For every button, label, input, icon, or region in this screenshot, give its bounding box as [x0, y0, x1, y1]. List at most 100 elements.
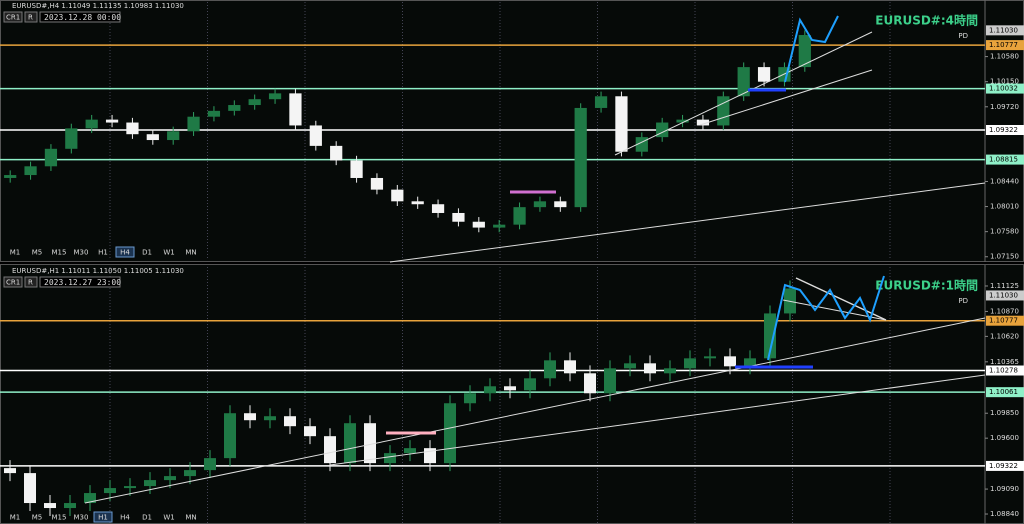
candle-body	[524, 378, 536, 391]
candle-body	[704, 356, 716, 359]
button[interactable]	[3, 11, 23, 23]
current-price-box	[986, 25, 1024, 36]
candle-body	[744, 358, 756, 367]
candle-body	[764, 313, 776, 359]
candle-body	[289, 93, 302, 126]
candle-body	[44, 503, 56, 509]
annotations	[84, 15, 986, 504]
level-box	[986, 154, 1024, 165]
candle-body	[207, 110, 221, 117]
candle-body	[228, 105, 241, 111]
candle-body	[798, 35, 811, 68]
candle-body	[187, 116, 200, 132]
candle-body	[324, 436, 336, 464]
candle-body	[384, 453, 396, 464]
candle-body	[444, 403, 456, 464]
timeframe-label: M15	[52, 514, 67, 522]
candle-body	[615, 96, 628, 152]
candle-body	[644, 363, 656, 374]
timeframe-button[interactable]	[93, 511, 113, 523]
timeframe-label: M30	[74, 514, 89, 522]
candle-body	[124, 486, 136, 489]
candle-body	[364, 423, 376, 464]
candle-body	[44, 148, 58, 167]
candle-body	[411, 201, 424, 205]
candle-body	[126, 122, 139, 135]
timeframe-label: H4	[120, 514, 130, 522]
candle-body	[624, 363, 636, 369]
candle-body	[350, 160, 363, 178]
forecast-arrow	[767, 275, 885, 361]
chart-sublabel: PD	[958, 297, 968, 305]
button[interactable]	[24, 11, 38, 23]
button[interactable]	[3, 276, 23, 288]
level-box	[986, 83, 1024, 94]
candle-body	[204, 458, 216, 471]
candle-body	[344, 423, 356, 464]
candle-body	[330, 145, 343, 161]
candle-body	[533, 201, 547, 208]
candle-body	[452, 212, 465, 222]
timeframe-label: M15	[52, 249, 67, 257]
timeframe-label: M1	[10, 249, 21, 257]
candle-body	[65, 128, 78, 149]
y-tick-label: 1.09720	[990, 103, 1019, 111]
candle-body	[84, 493, 96, 504]
candle-body	[493, 224, 506, 228]
level-label: 1.10777	[989, 317, 1018, 325]
candle-body	[604, 368, 616, 394]
chart-header: EURUSD#,H4 1.11049 1.11135 1.10983 1.110…	[12, 2, 184, 10]
time-label: 2023.12.28 00:00	[44, 13, 121, 22]
y-tick-label: 1.10870	[990, 307, 1019, 315]
candle-body	[554, 201, 567, 208]
timeframe-label: H1	[98, 514, 108, 522]
timeframe-label: M5	[32, 249, 43, 257]
level-box	[986, 365, 1024, 376]
y-tick-label: 1.07580	[990, 228, 1019, 236]
time-label: 2023.12.27 23:00	[44, 278, 121, 287]
level-box	[986, 40, 1024, 51]
button-label: CR1	[6, 14, 20, 22]
level-box	[986, 387, 1024, 398]
button-label: R	[28, 14, 33, 22]
candle-body	[309, 125, 322, 146]
timeframe-label: D1	[142, 249, 152, 257]
y-tick-label: 1.07150	[990, 253, 1019, 261]
candle-body	[184, 470, 196, 477]
y-tick-label: 1.09850	[990, 409, 1019, 417]
level-label: 1.08815	[989, 156, 1018, 164]
y-tick-label: 1.09090	[990, 485, 1019, 493]
timeframe-button[interactable]	[115, 246, 135, 258]
button[interactable]	[24, 276, 38, 288]
chart-header: EURUSD#,H1 1.11011 1.11050 1.11005 1.110…	[12, 267, 184, 275]
candle-body	[64, 503, 76, 509]
candle-body	[737, 67, 750, 97]
candle-body	[594, 96, 608, 108]
level-label: 1.09322	[989, 462, 1018, 470]
candle-body	[574, 107, 587, 208]
forecast-arrow	[784, 15, 839, 83]
chart-sublabel: PD	[958, 32, 968, 40]
timeframe-label: M5	[32, 514, 43, 522]
timeframe-label: W1	[163, 249, 174, 257]
y-tick-label: 1.10365	[990, 358, 1019, 366]
y-tick-label: 1.09600	[990, 434, 1019, 442]
candle-body	[268, 93, 282, 100]
button-label: CR1	[6, 279, 20, 287]
level-label: 1.10061	[989, 388, 1018, 396]
trend-line	[795, 277, 887, 321]
candle-body	[284, 416, 296, 427]
trend-line	[329, 374, 986, 466]
candle-body	[724, 356, 736, 367]
candle-body	[684, 358, 696, 369]
time-box	[39, 276, 121, 288]
candle-body	[544, 360, 556, 379]
candle-body	[24, 166, 37, 176]
candle-body	[564, 360, 576, 374]
candle-body	[304, 426, 316, 437]
candle-body	[4, 175, 17, 178]
candle-body	[105, 119, 119, 123]
candle-body	[431, 204, 445, 213]
candle-body	[391, 189, 404, 202]
